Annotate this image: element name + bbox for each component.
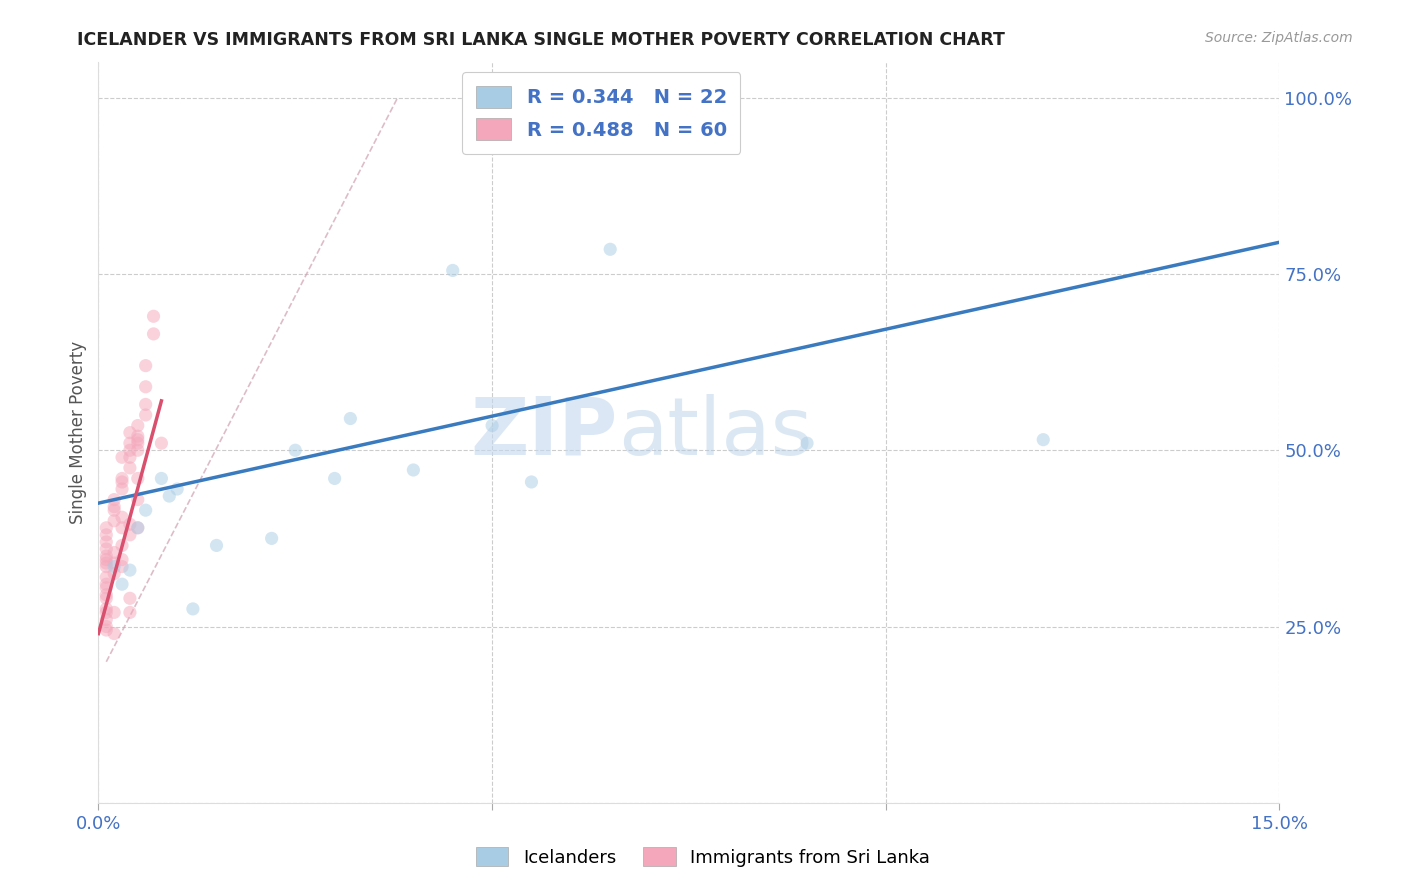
Point xyxy=(599,242,621,256)
Point xyxy=(103,626,125,640)
Point xyxy=(103,556,125,570)
Point xyxy=(127,521,149,535)
Point xyxy=(118,563,141,577)
Point xyxy=(127,471,149,485)
Point xyxy=(339,411,361,425)
Point xyxy=(260,532,283,546)
Text: ZIP: ZIP xyxy=(471,393,619,472)
Point xyxy=(118,436,141,450)
Point xyxy=(135,397,157,411)
Point xyxy=(96,588,118,602)
Point xyxy=(205,538,228,552)
Point xyxy=(96,559,118,574)
Point xyxy=(96,552,118,566)
Point xyxy=(118,425,141,440)
Point xyxy=(111,552,134,566)
Text: atlas: atlas xyxy=(619,393,813,472)
Point xyxy=(118,443,141,458)
Point xyxy=(96,602,118,616)
Point xyxy=(111,521,134,535)
Point xyxy=(127,492,149,507)
Point xyxy=(103,514,125,528)
Point xyxy=(103,500,125,514)
Point xyxy=(150,436,173,450)
Point xyxy=(127,433,149,447)
Point xyxy=(135,380,157,394)
Point xyxy=(142,310,165,324)
Point xyxy=(103,492,125,507)
Point xyxy=(96,606,118,620)
Point xyxy=(111,482,134,496)
Point xyxy=(135,503,157,517)
Point xyxy=(150,471,173,485)
Point xyxy=(111,538,134,552)
Point xyxy=(111,475,134,489)
Point xyxy=(157,489,180,503)
Point xyxy=(96,623,118,637)
Point xyxy=(96,549,118,563)
Point xyxy=(96,556,118,570)
Point xyxy=(96,577,118,591)
Point xyxy=(96,528,118,542)
Point xyxy=(118,517,141,532)
Point xyxy=(103,545,125,559)
Point xyxy=(142,326,165,341)
Point xyxy=(127,521,149,535)
Point xyxy=(111,577,134,591)
Point xyxy=(103,559,125,574)
Point xyxy=(796,436,818,450)
Point xyxy=(441,263,464,277)
Point xyxy=(127,436,149,450)
Point xyxy=(118,591,141,606)
Point xyxy=(96,521,118,535)
Point xyxy=(560,126,582,140)
Point xyxy=(111,450,134,465)
Point xyxy=(111,510,134,524)
Point xyxy=(166,482,188,496)
Point xyxy=(127,443,149,458)
Point xyxy=(481,418,503,433)
Point xyxy=(127,418,149,433)
Point xyxy=(402,463,425,477)
Point xyxy=(284,443,307,458)
Point xyxy=(135,359,157,373)
Point xyxy=(118,528,141,542)
Point xyxy=(96,619,118,633)
Point xyxy=(520,475,543,489)
Point xyxy=(96,612,118,626)
Point xyxy=(323,471,346,485)
Point xyxy=(96,541,118,556)
Legend: Icelanders, Immigrants from Sri Lanka: Icelanders, Immigrants from Sri Lanka xyxy=(468,840,938,874)
Point xyxy=(118,606,141,620)
Point xyxy=(96,581,118,595)
Point xyxy=(103,503,125,517)
Point xyxy=(1032,433,1054,447)
Point xyxy=(96,570,118,584)
Point xyxy=(96,535,118,549)
Point xyxy=(103,606,125,620)
Point xyxy=(118,461,141,475)
Point xyxy=(103,566,125,581)
Point xyxy=(118,450,141,465)
Point xyxy=(96,591,118,606)
Text: Source: ZipAtlas.com: Source: ZipAtlas.com xyxy=(1205,31,1353,45)
Point xyxy=(111,559,134,574)
Y-axis label: Single Mother Poverty: Single Mother Poverty xyxy=(69,341,87,524)
Legend: R = 0.344   N = 22, R = 0.488   N = 60: R = 0.344 N = 22, R = 0.488 N = 60 xyxy=(463,72,741,154)
Point xyxy=(111,471,134,485)
Point xyxy=(127,429,149,443)
Point xyxy=(135,408,157,422)
Point xyxy=(181,602,204,616)
Text: ICELANDER VS IMMIGRANTS FROM SRI LANKA SINGLE MOTHER POVERTY CORRELATION CHART: ICELANDER VS IMMIGRANTS FROM SRI LANKA S… xyxy=(77,31,1005,49)
